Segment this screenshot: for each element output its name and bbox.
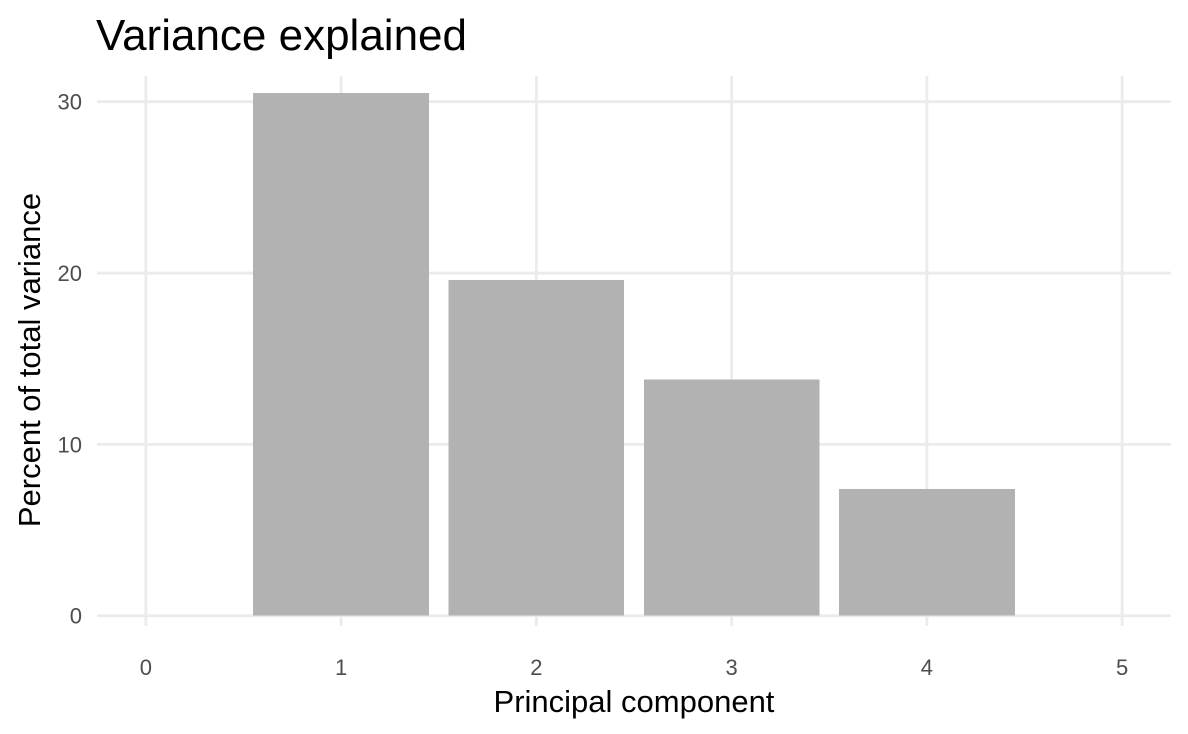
bar-pc-1 [253,93,429,616]
y-axis-title: Percent of total variance [12,193,47,527]
x-tick-label-5: 5 [1116,655,1128,680]
bars [253,93,1015,616]
x-axis-title: Principal component [494,684,775,719]
x-tick-label-3: 3 [726,655,738,680]
x-tick-label-1: 1 [335,655,347,680]
y-tick-label-10: 10 [58,432,82,457]
chart-title: Variance explained [96,11,467,60]
bar-pc-4 [839,488,1015,616]
y-tick-label-20: 20 [58,261,82,286]
bar-pc-2 [448,279,625,616]
tick-labels: 0 1 2 3 4 5 0 10 20 30 [58,90,1129,680]
y-tick-label-0: 0 [70,604,82,629]
x-tick-label-2: 2 [530,655,542,680]
x-tick-label-4: 4 [921,655,933,680]
x-tick-label-0: 0 [140,655,152,680]
y-tick-label-30: 30 [58,90,82,115]
bar-pc-3 [643,379,820,616]
